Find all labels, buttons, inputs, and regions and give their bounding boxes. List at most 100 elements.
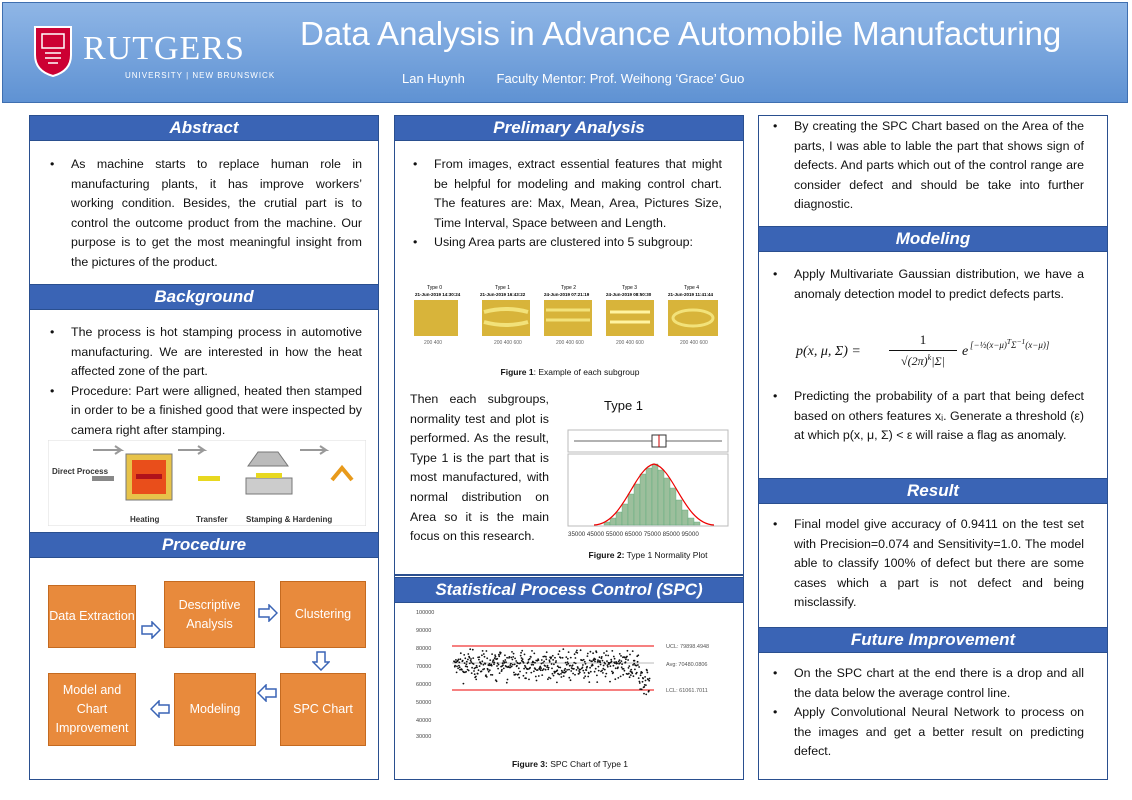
spc-point [521, 658, 524, 661]
spc-point [461, 659, 464, 662]
spc-point [641, 680, 644, 683]
spc-point [530, 656, 532, 658]
spc-point [646, 671, 649, 674]
abstract-heading: Abstract [29, 115, 379, 141]
spc-point [612, 655, 615, 658]
spc-point [465, 660, 468, 663]
spc-point [501, 668, 503, 671]
arrow-right-icon [258, 604, 278, 622]
spc-point [605, 654, 607, 657]
spc-point [560, 669, 563, 672]
spc-point [648, 679, 651, 682]
spc-ytick: 50000 [416, 700, 431, 706]
spc-point [564, 661, 567, 664]
spc-point [511, 658, 514, 661]
spc-point [470, 661, 473, 663]
figure-2-label: Figure 2: [588, 550, 625, 560]
spc-point [639, 674, 642, 677]
spc-point [472, 657, 475, 659]
spc-point [512, 652, 515, 655]
procedure-heading: Procedure [29, 532, 379, 558]
spc-point [605, 650, 608, 652]
spc-point [617, 677, 620, 679]
spc-ytick: 60000 [416, 682, 431, 688]
spc-point [486, 657, 489, 660]
spc-point [540, 662, 543, 665]
spc-point [610, 660, 613, 663]
spc-point [498, 672, 501, 674]
spc-point [609, 665, 612, 668]
spc-point [570, 670, 573, 672]
subgroup-date: 21-Jun-2019 16:43:22 [480, 292, 526, 297]
spc-point [546, 664, 549, 667]
spc-point [470, 672, 473, 674]
spc-point [551, 672, 554, 675]
spc-point [565, 670, 567, 673]
figure-3-label: Figure 3: [511, 759, 548, 769]
subgroup-date: 24-Jun-2019 07:21:19 [544, 292, 590, 297]
spc-point [533, 652, 536, 655]
spc-point [467, 658, 469, 661]
spc-point [480, 663, 482, 665]
spc-lcl-label: LCL: 61061.7011 [666, 688, 708, 694]
spc-point [548, 676, 550, 679]
spc-point [606, 664, 609, 666]
spc-point [454, 664, 456, 667]
spc-point [520, 651, 522, 654]
spc-point [470, 658, 472, 660]
spc-point [618, 653, 621, 655]
spc-point [537, 675, 540, 677]
author-name: Lan Huynh [402, 71, 465, 86]
spc-point [545, 651, 548, 654]
spc-point [533, 670, 535, 673]
spc-point [489, 659, 492, 661]
spc-point [522, 674, 525, 677]
spc-point [574, 657, 577, 659]
spc-point [592, 659, 595, 662]
spc-point [619, 662, 622, 664]
col3-intro-list: By creating the SPC Chart based on the A… [764, 117, 1084, 215]
svg-text:200 400 600: 200 400 600 [616, 340, 644, 346]
spc-point [583, 677, 585, 679]
spc-point [473, 673, 476, 676]
future-bullet: On the SPC chart at the end there is a d… [764, 664, 1084, 703]
spc-point [614, 678, 617, 681]
step-data-extraction: Data Extraction [48, 585, 136, 648]
spc-point [642, 677, 645, 680]
spc-point [517, 667, 520, 670]
arrow-left-icon [150, 700, 170, 718]
spc-point [478, 658, 480, 661]
spc-point [475, 678, 478, 681]
spc-point [463, 662, 466, 664]
spc-point [491, 661, 494, 663]
spc-point [458, 664, 460, 667]
spc-point [544, 665, 547, 667]
spc-point [471, 648, 474, 651]
spc-point [582, 669, 585, 672]
spc-point [512, 656, 515, 658]
spc-point [534, 668, 537, 671]
spc-point [605, 672, 608, 675]
spc-point [573, 661, 576, 664]
spc-point [478, 665, 481, 667]
spc-point [627, 659, 629, 661]
spc-point [623, 669, 626, 672]
spc-point [522, 662, 525, 664]
spc-point [617, 666, 619, 669]
spc-point [537, 659, 540, 661]
spc-point [632, 664, 634, 666]
spc-point [603, 652, 605, 654]
spc-point [519, 662, 522, 664]
spc-point [476, 666, 478, 669]
spc-point [600, 657, 603, 660]
spc-point [569, 664, 571, 667]
spc-avg-label: Avg: 70480.0806 [666, 662, 708, 668]
spc-point [472, 663, 475, 665]
spc-point [496, 662, 499, 665]
modeling-list-1: Apply Multivariate Gaussian distribution… [764, 265, 1084, 304]
spc-point [543, 660, 545, 663]
spc-point [619, 675, 622, 678]
spc-point [456, 665, 458, 668]
spc-point [597, 669, 600, 672]
spc-point [571, 664, 574, 667]
